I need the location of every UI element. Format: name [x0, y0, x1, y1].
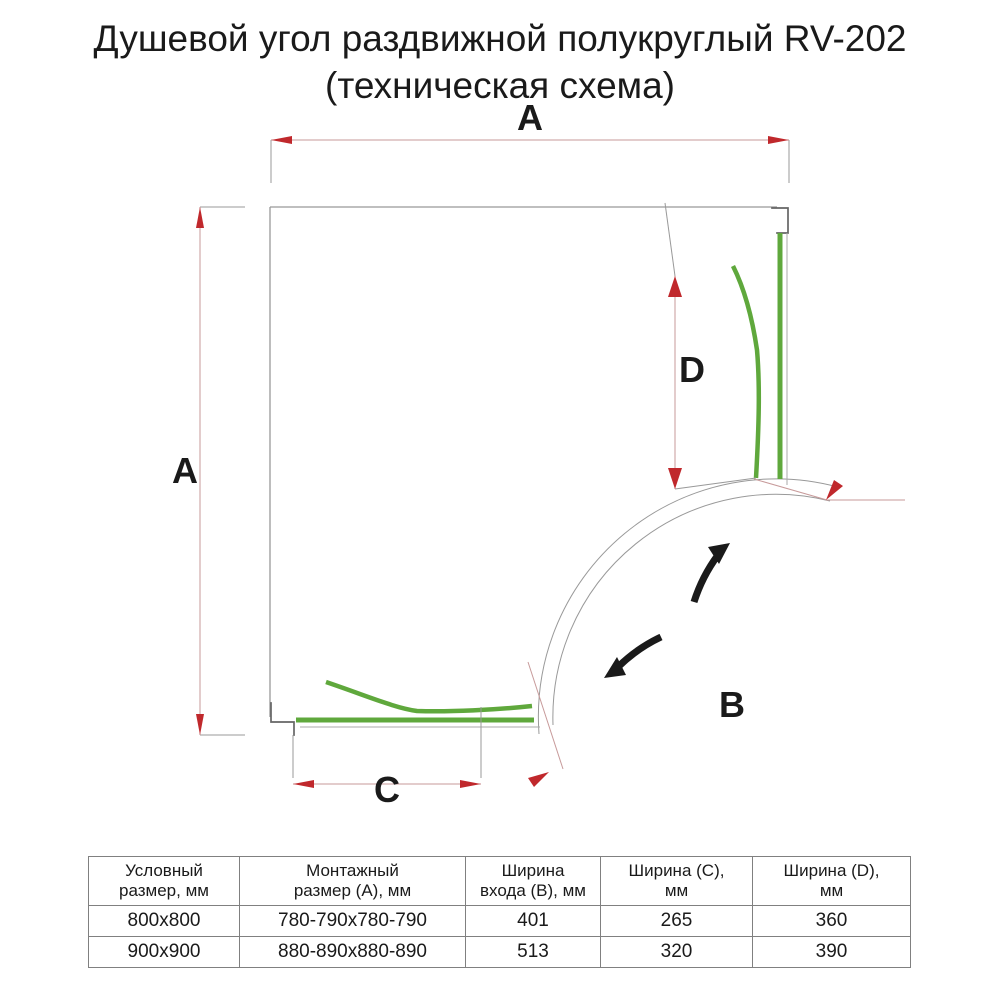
svg-text:D: D	[679, 349, 705, 390]
svg-text:B: B	[719, 684, 745, 725]
svg-text:A: A	[172, 450, 198, 491]
svg-text:C: C	[374, 769, 400, 810]
svg-text:A: A	[517, 97, 543, 138]
